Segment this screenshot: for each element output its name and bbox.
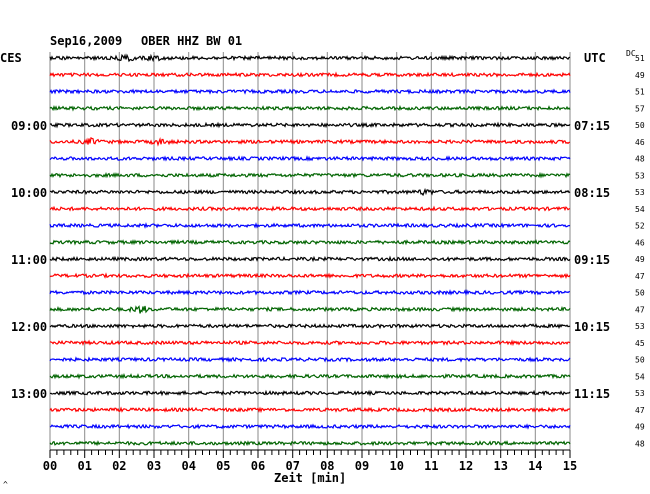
- left-time-label: 12:00: [11, 320, 47, 334]
- dc-value: 47: [635, 272, 645, 281]
- seismic-trace: [49, 322, 571, 330]
- seismic-trace: [49, 53, 571, 63]
- right-time-label: 07:15: [574, 119, 610, 133]
- dc-value: 54: [635, 372, 645, 381]
- x-tick-label: 12: [459, 459, 473, 473]
- x-tick-label: 06: [251, 459, 265, 473]
- trace-group: [49, 53, 571, 447]
- corner-mark: ^: [3, 480, 8, 489]
- right-time-label: 10:15: [574, 320, 610, 334]
- left-time-label: 09:00: [11, 119, 47, 133]
- x-tick-label: 15: [563, 459, 577, 473]
- seismic-trace: [49, 155, 571, 162]
- left-time-label: 11:00: [11, 253, 47, 267]
- x-tick-label: 09: [355, 459, 369, 473]
- dc-value: 51: [635, 54, 645, 63]
- left-time-label: 13:00: [11, 387, 47, 401]
- seismic-trace: [49, 339, 571, 347]
- dc-value: 57: [635, 104, 645, 113]
- right-time-label: 11:15: [574, 387, 610, 401]
- dc-value: 46: [635, 238, 645, 247]
- x-tick-label: 05: [216, 459, 230, 473]
- dc-value: 53: [635, 322, 645, 331]
- right-timezone-label: UTC: [584, 51, 606, 65]
- seismic-trace: [49, 423, 571, 430]
- date-label: Sep16,2009: [50, 34, 122, 48]
- dc-value: 50: [635, 289, 645, 298]
- x-tick-label: 14: [528, 459, 542, 473]
- dc-value: 47: [635, 305, 645, 314]
- left-time-label: 10:00: [11, 186, 47, 200]
- x-tick-label: 04: [181, 459, 195, 473]
- seismic-trace: [49, 305, 571, 314]
- dc-value: 51: [635, 88, 645, 97]
- dc-value: 48: [635, 439, 645, 448]
- x-tick-label: 00: [43, 459, 57, 473]
- seismic-trace: [49, 187, 571, 197]
- dc-value: 50: [635, 356, 645, 365]
- x-tick-label: 03: [147, 459, 161, 473]
- x-tick-label: 07: [285, 459, 299, 473]
- x-tick-label: 01: [77, 459, 91, 473]
- x-tick-label: 13: [493, 459, 507, 473]
- seismic-trace: [49, 137, 571, 147]
- seismic-trace: [49, 239, 571, 246]
- left-timezone-label: CES: [0, 51, 22, 65]
- seismic-trace: [49, 121, 571, 129]
- seismic-trace: [49, 171, 571, 179]
- seismic-trace: [49, 356, 571, 363]
- right-time-labels: 07:15 08:15 09:15 10:15 11:15: [574, 119, 610, 401]
- seismic-trace: [49, 71, 571, 78]
- x-tick-label: 11: [424, 459, 438, 473]
- seismic-trace: [49, 104, 571, 112]
- seismic-trace: [49, 372, 571, 380]
- dc-value: 47: [635, 406, 645, 415]
- x-axis-label: Zeit [min]: [274, 471, 346, 485]
- right-time-label: 08:15: [574, 186, 610, 200]
- dc-value: 48: [635, 155, 645, 164]
- grid-lines: [49, 52, 571, 450]
- seismic-trace: [49, 272, 571, 280]
- dc-value: 53: [635, 171, 645, 180]
- dc-value: 45: [635, 339, 645, 348]
- seismic-trace: [49, 88, 571, 95]
- dc-value: 50: [635, 121, 645, 130]
- right-time-label: 09:15: [574, 253, 610, 267]
- seismic-trace: [49, 406, 571, 414]
- x-axis: 00 01 02 03 04 05 06 07 08 09 10 11 12 13 14 15: [43, 449, 577, 473]
- dc-value: 53: [635, 188, 645, 197]
- x-tick-label: 08: [320, 459, 334, 473]
- x-tick-label: 10: [389, 459, 403, 473]
- left-time-labels: 09:00 10:00 11:00 12:00 13:00: [11, 119, 47, 401]
- seismic-trace: [49, 255, 571, 263]
- dc-header-label: DC: [626, 49, 636, 58]
- seismic-trace: [49, 389, 571, 397]
- dc-value: 53: [635, 389, 645, 398]
- station-label: OBER HHZ BW 01: [141, 34, 242, 48]
- seismic-trace: [49, 222, 571, 229]
- dc-value: 52: [635, 222, 645, 231]
- dc-values: 51 49 51 57 50 46 48 53 53 54 52 46 49 47 50 47 53 45 50 54…: [635, 54, 645, 448]
- seismic-trace: [49, 440, 571, 447]
- dc-value: 49: [635, 71, 645, 80]
- dc-value: 49: [635, 423, 645, 432]
- dc-value: 46: [635, 138, 645, 147]
- dc-value: 54: [635, 205, 645, 214]
- dc-value: 49: [635, 255, 645, 264]
- seismic-trace: [49, 205, 571, 212]
- seismic-trace: [49, 289, 570, 297]
- x-tick-label: 02: [112, 459, 126, 473]
